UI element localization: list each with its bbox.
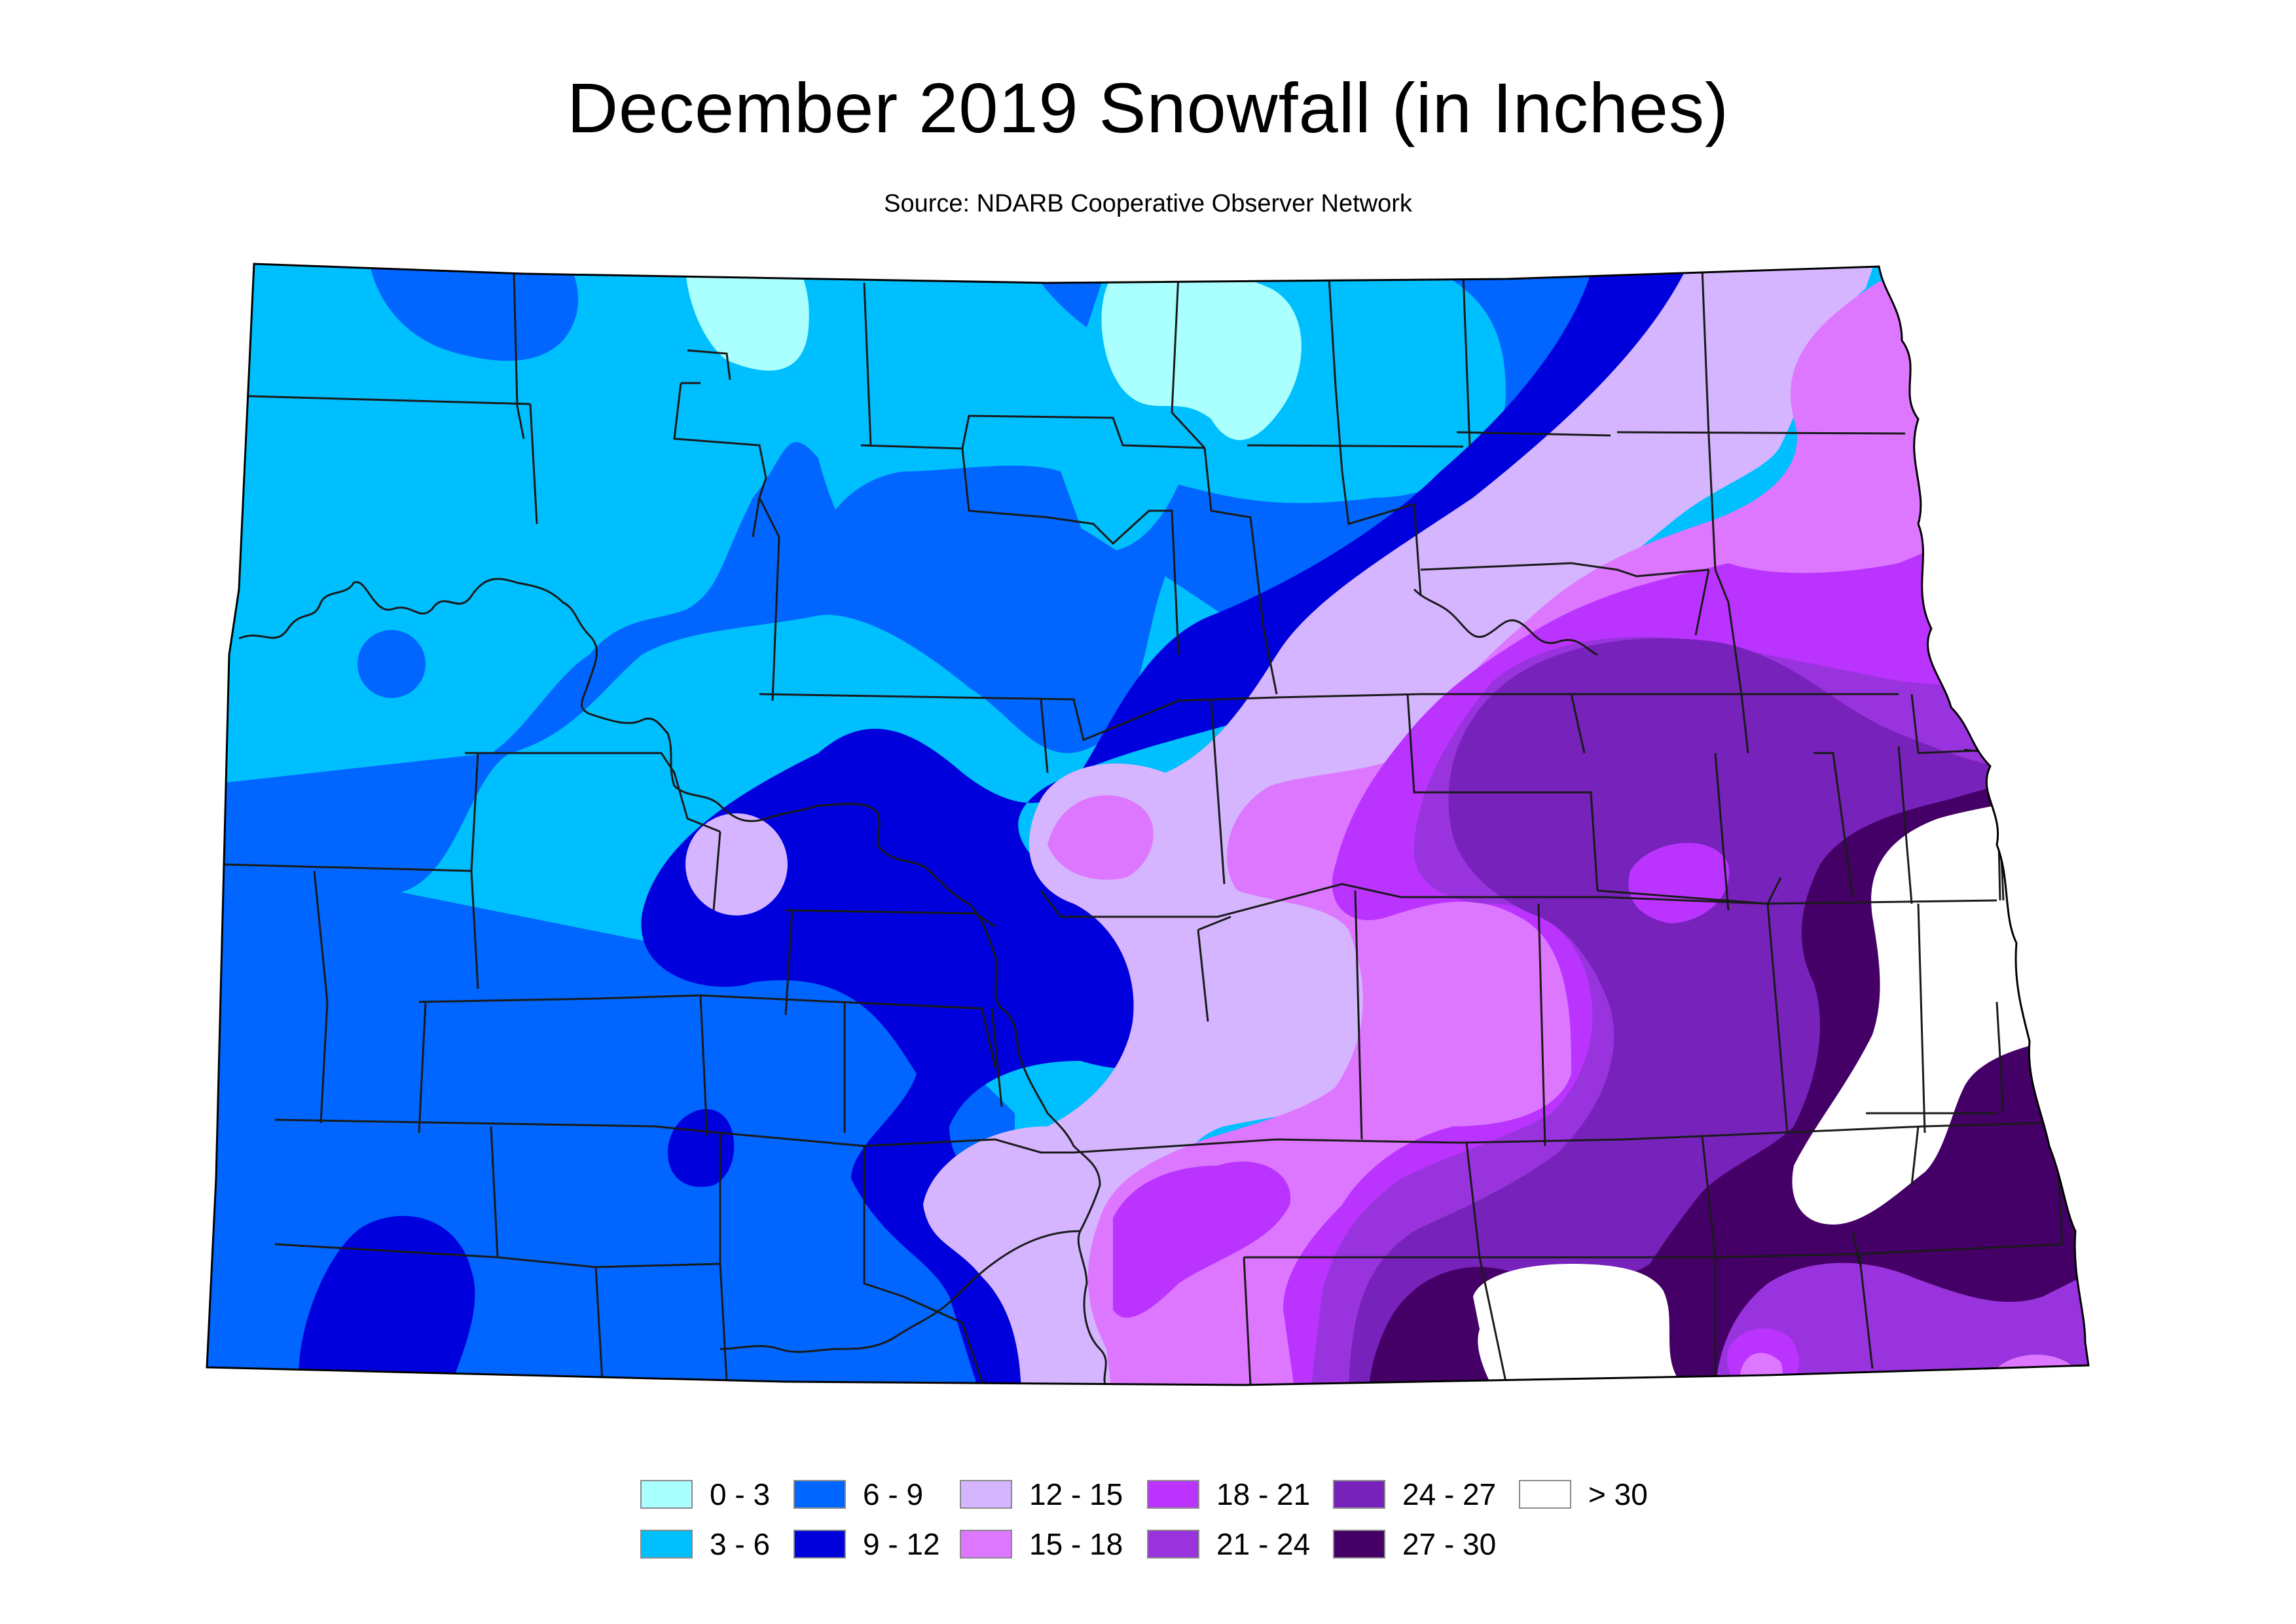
river-lines <box>238 578 1598 1385</box>
zone-6-9-west-dot <box>357 630 426 698</box>
zone-0-3-north <box>685 264 809 371</box>
snowfall-contours <box>207 264 2088 1385</box>
map-subtitle: Source: NDARB Cooperative Observer Netwo… <box>884 190 1412 217</box>
state-border <box>206 263 2090 1386</box>
zone-9-12-south <box>299 1215 475 1385</box>
zone-15-18-west <box>1048 795 1154 880</box>
zone-15-18-inner-south <box>1740 1353 2088 1385</box>
zone-18-21-inner-east <box>1628 843 1730 923</box>
county-boundaries <box>222 268 2064 1385</box>
zone-12-15-central <box>923 264 1879 1385</box>
map-title: December 2019 Snowfall (in Inches) <box>567 68 1729 147</box>
zone-12-15-west-dot <box>685 813 788 915</box>
zone-over-30-dot <box>1537 1379 1553 1385</box>
zone-0-3-northcentral <box>1101 266 1302 441</box>
zone-6-9-north <box>367 264 1113 361</box>
zone-over-30-south <box>1473 1264 1679 1385</box>
